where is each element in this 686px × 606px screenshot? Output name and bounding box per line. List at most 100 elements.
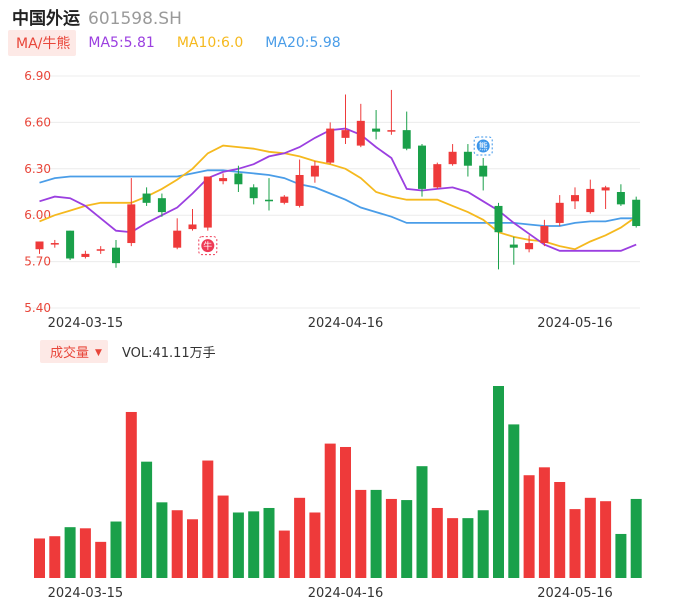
- candle-body: [402, 130, 411, 149]
- candle-body: [586, 188, 595, 213]
- volume-indicator-selector[interactable]: 成交量 ▼: [40, 339, 108, 363]
- volume-bars: [34, 386, 642, 578]
- candlestick: [203, 176, 212, 231]
- candle-body: [418, 145, 426, 189]
- candlestick: [555, 195, 564, 227]
- date-label: 2024-05-16: [537, 316, 613, 331]
- volume-bar: [523, 475, 535, 578]
- candle-body: [173, 230, 182, 248]
- y-tick-label: 6.60: [24, 115, 51, 129]
- marker-frame: [198, 236, 218, 256]
- candlestick: [509, 236, 518, 265]
- marker-label: 牛: [203, 240, 212, 252]
- candlestick: [586, 179, 595, 214]
- volume-value: VOL:41.11万手: [121, 345, 216, 361]
- date-label: 2024-04-16: [308, 586, 384, 601]
- candlestick: [81, 250, 90, 259]
- candle-body: [157, 198, 166, 213]
- y-tick-label: 5.70: [24, 255, 51, 269]
- ma-indicator-selector[interactable]: MA/牛熊: [8, 30, 77, 56]
- candle-body: [479, 165, 488, 177]
- candlestick: [571, 187, 579, 210]
- candlestick: [219, 173, 228, 185]
- volume-bar: [462, 518, 474, 578]
- candlestick: [433, 162, 442, 189]
- date-label: 2024-05-16: [537, 586, 613, 601]
- bull-bear-markers: 牛熊: [198, 136, 493, 256]
- candle-body: [188, 224, 197, 230]
- title-row: 中国外运 601598.SH: [12, 4, 182, 29]
- candlestick: [66, 230, 75, 261]
- date-axis: 2024-03-15 2024-03-15 2024-04-16 2024-04-16…: [48, 316, 613, 601]
- volume-bar: [309, 512, 321, 578]
- ma20-line: [39, 169, 637, 227]
- candlestick: [310, 161, 319, 183]
- stock-code: 601598.SH: [88, 9, 182, 29]
- ma5-line: [39, 127, 637, 252]
- candle-body: [81, 253, 90, 257]
- ma-legend: MA/牛熊 MA5:5.81 MA10:6.0 MA20:5.98: [8, 30, 341, 56]
- candlestick: [157, 193, 166, 217]
- candlestick: [616, 184, 625, 206]
- stock-name: 中国外运: [12, 9, 80, 29]
- candle-body: [280, 196, 289, 203]
- y-tick-label: 5.40: [24, 301, 51, 315]
- candle-body: [555, 202, 564, 223]
- y-tick-label: 6.90: [24, 69, 51, 83]
- volume-bar: [232, 512, 244, 578]
- candlestick: [601, 185, 610, 210]
- bear-marker: 熊: [473, 136, 493, 156]
- volume-bar: [171, 510, 183, 578]
- ma20-legend: MA20:5.98: [265, 35, 341, 51]
- candlestick: [127, 178, 136, 247]
- volume-bar: [79, 528, 91, 578]
- volume-bar: [34, 538, 45, 578]
- candlestick: [234, 165, 243, 192]
- candlestick: [402, 111, 411, 151]
- date-label: 2024-03-15: [48, 586, 124, 601]
- candle-body: [249, 187, 258, 199]
- candlestick: [540, 219, 549, 247]
- candle-body: [203, 176, 212, 228]
- volume-bar: [110, 521, 122, 578]
- candlestick: [280, 195, 289, 205]
- candlestick: [525, 235, 534, 253]
- candlestick: [265, 178, 273, 211]
- candle-body: [295, 174, 304, 206]
- candlestick: [387, 89, 396, 135]
- y-tick-label: 6.00: [24, 208, 51, 222]
- candle-body: [265, 199, 273, 202]
- marker-label: 熊: [479, 140, 488, 152]
- candlestick: [35, 241, 44, 254]
- volume-bar: [477, 510, 489, 578]
- marker-dot: [476, 139, 490, 153]
- y-tick-label: 6.30: [24, 162, 51, 176]
- candlestick: [295, 159, 304, 208]
- candle-body: [571, 195, 579, 202]
- volume-bar: [324, 443, 336, 578]
- volume-bar: [202, 460, 214, 578]
- volume-bar: [125, 411, 137, 578]
- dropdown-caret-icon: ▼: [95, 347, 102, 358]
- volume-bar: [370, 489, 382, 578]
- volume-bar: [217, 495, 229, 578]
- candle-body: [341, 130, 350, 138]
- candlestick: [249, 184, 258, 205]
- candlestick: [463, 144, 472, 177]
- candlestick: [50, 239, 59, 248]
- volume-bar: [263, 507, 275, 578]
- volume-bar: [401, 500, 413, 578]
- marker-dot: [201, 239, 215, 253]
- candle-body: [448, 151, 457, 165]
- marker-frame: [473, 136, 493, 156]
- candlestick: [188, 209, 197, 231]
- volume-bar: [508, 424, 520, 578]
- candle-body: [142, 193, 151, 203]
- volume-bar: [187, 519, 198, 578]
- volume-bar: [156, 502, 168, 578]
- candlestick: [326, 122, 335, 165]
- candlestick: [494, 202, 503, 270]
- candlestick: [96, 246, 105, 254]
- candlestick: [112, 239, 120, 268]
